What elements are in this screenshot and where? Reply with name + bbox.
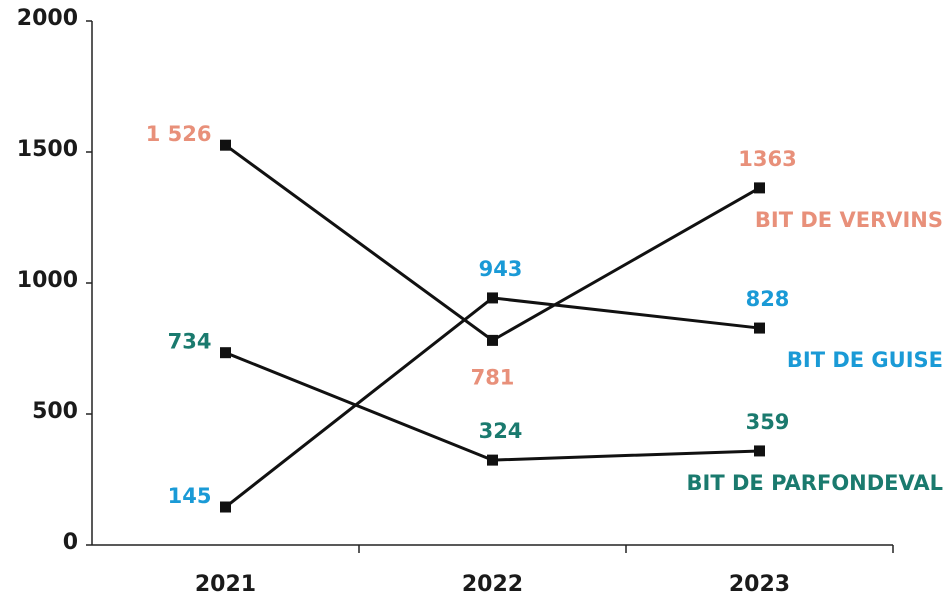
data-label: 781: [471, 365, 515, 389]
data-label: 324: [479, 419, 523, 443]
point: [754, 182, 765, 194]
y-tick-label: 1000: [17, 268, 78, 293]
data-label: 359: [746, 410, 790, 434]
series-name: BIT DE PARFONDEVAL: [687, 471, 943, 495]
data-label: 1 526: [146, 122, 212, 146]
y-tick-label: 0: [63, 530, 78, 555]
y-tick-label: 500: [32, 399, 78, 424]
x-tick-label: 2023: [729, 572, 790, 597]
point: [487, 334, 498, 346]
series-name: BIT DE VERVINS: [755, 208, 943, 232]
data-label: 734: [168, 330, 212, 354]
y-tick-label: 2000: [17, 6, 78, 31]
point: [220, 139, 231, 151]
y-tick-label: 1500: [17, 137, 78, 162]
point: [220, 347, 231, 359]
point: [754, 322, 765, 334]
x-tick-label: 2021: [195, 572, 256, 597]
point: [220, 501, 231, 513]
x-tick-label: 2022: [462, 572, 523, 597]
point: [754, 445, 765, 457]
series-line: [224, 296, 760, 509]
series-line: [224, 143, 761, 343]
point: [487, 292, 498, 304]
series-name: BIT DE GUISE: [787, 348, 943, 372]
data-label: 828: [746, 287, 790, 311]
point: [487, 454, 498, 466]
data-label: 1363: [738, 147, 796, 171]
data-label: 145: [168, 484, 212, 508]
data-label: 943: [479, 257, 523, 281]
